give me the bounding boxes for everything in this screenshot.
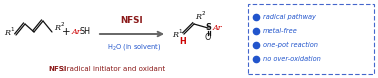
Text: radical pathway: radical pathway: [263, 14, 316, 20]
Text: metal-free: metal-free: [263, 28, 298, 34]
Text: +: +: [62, 27, 70, 37]
Text: O: O: [205, 33, 211, 43]
Text: SH: SH: [80, 28, 91, 37]
Text: : radical initiator and oxidant: : radical initiator and oxidant: [62, 66, 165, 72]
Text: Ar: Ar: [213, 24, 223, 32]
Text: R$^1$: R$^1$: [172, 28, 183, 40]
Text: NFSI: NFSI: [121, 16, 143, 25]
Text: S: S: [205, 23, 211, 33]
Text: NFSI: NFSI: [48, 66, 67, 72]
Text: one-pot reaction: one-pot reaction: [263, 42, 318, 48]
Text: H$_2$O (in solvent): H$_2$O (in solvent): [107, 42, 161, 52]
Text: R$^1$: R$^1$: [4, 26, 15, 38]
Text: H: H: [180, 38, 186, 46]
Text: Ar: Ar: [72, 28, 82, 36]
Text: no over-oxidation: no over-oxidation: [263, 56, 321, 62]
Text: R$^2$: R$^2$: [54, 21, 65, 33]
Text: R$^2$: R$^2$: [195, 10, 206, 22]
